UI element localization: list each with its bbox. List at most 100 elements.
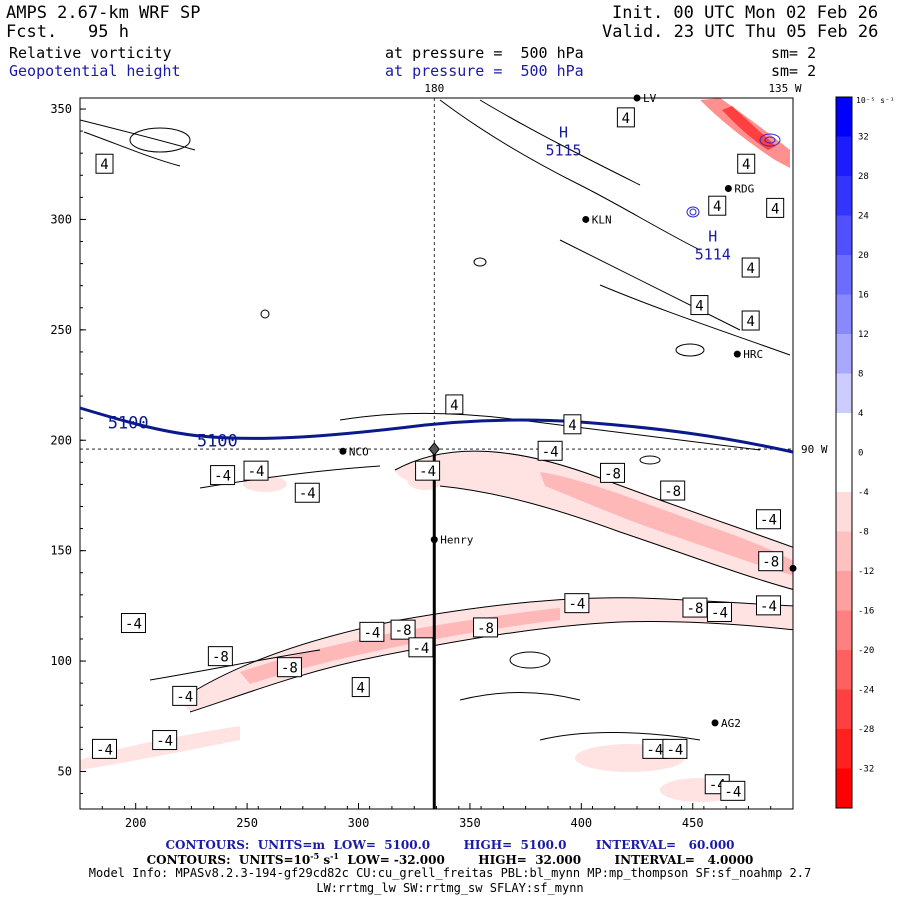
colorbar-label: 24: [858, 212, 869, 222]
grid-reference-lines: 180 135 W 90 W: [80, 82, 828, 809]
contour-line: [149, 649, 321, 681]
station-label: RDG: [734, 183, 754, 196]
station-label: NCO: [349, 445, 369, 458]
vorticity-label: 4: [357, 681, 365, 697]
shade-streak-core: [722, 106, 776, 150]
colorbar-label: -32: [858, 765, 874, 775]
vorticity-label-box: [766, 197, 785, 218]
colorbar-segment: [836, 492, 852, 532]
contour-line: [439, 485, 793, 590]
vorticity-label: -4: [299, 486, 316, 502]
colorbar-segment: [836, 373, 852, 414]
x-tick-label: 400: [570, 816, 592, 830]
height-contour-label: 5100: [108, 414, 149, 434]
colorbar-label: 8: [858, 370, 863, 380]
vorticity-label-box: [737, 153, 756, 174]
colorbar-label: -4: [858, 488, 869, 498]
contour-loop: [129, 127, 191, 153]
station-dot: [430, 536, 438, 544]
vorticity-label: 4: [742, 157, 750, 173]
station-dot: [724, 185, 732, 193]
x-tick-label: 250: [236, 816, 258, 830]
init-time: Init. 00 UTC Mon 02 Feb 26: [612, 3, 879, 23]
colorbar-label: 28: [858, 172, 869, 182]
vorticity-label-box: [473, 617, 499, 638]
height-contour: 5100 5100: [79, 406, 794, 454]
contour-loop: [509, 651, 551, 669]
vorticity-label: 4: [713, 199, 721, 215]
cross-section-marker: [428, 442, 440, 456]
y-tick-label: 300: [50, 212, 72, 226]
footer-vort-sup1: -5: [310, 851, 320, 861]
colorbar-label: 20: [858, 251, 869, 261]
colorbar-segment: [836, 452, 852, 493]
colorbar-segment: [836, 768, 852, 809]
field2-smoothing: sm= 2: [771, 62, 817, 80]
vorticity-label-box: [690, 295, 709, 316]
vorticity-label: -4: [214, 469, 231, 485]
footer-vort-sup2: -1: [330, 851, 339, 861]
vorticity-label: 4: [100, 157, 108, 173]
vorticity-label: -4: [646, 742, 663, 758]
vorticity-label: -8: [762, 555, 779, 571]
colorbar-label: -16: [858, 607, 874, 617]
vorticity-label-box: [210, 465, 236, 486]
vorticity-label-box: [359, 621, 385, 642]
high-value: 5115: [545, 142, 581, 160]
contour-line: [179, 597, 793, 701]
high-value: 5114: [695, 246, 731, 264]
contour-line: [83, 131, 181, 167]
footer-model-info: Model Info: MPASv8.2.3-194-gf29cd82c CU:…: [88, 866, 812, 880]
footer-model-info-2: LW:rrtmg_lw SW:rrtmg_sw SFLAY:sf_mynn: [316, 881, 584, 895]
contour-line: [539, 732, 701, 741]
contour-loop: [675, 343, 705, 357]
colorbar-segment: [836, 334, 852, 374]
height-contour-5100: [79, 406, 794, 454]
contour-line: [559, 239, 741, 331]
vorticity-label-box: [564, 593, 590, 614]
vorticity-label: 4: [771, 201, 779, 217]
positive-vort-loop: [686, 206, 700, 218]
field1-smoothing: sm= 2: [771, 44, 817, 62]
y-tick-label: 200: [50, 433, 72, 447]
vorticity-label: 4: [746, 261, 754, 277]
footer-vort-part-b: s: [319, 853, 331, 867]
vorticity-label-box: [682, 597, 708, 618]
colorbar-segment: [836, 176, 852, 216]
vorticity-label-box: [720, 780, 746, 801]
vorticity-label: -8: [281, 661, 298, 677]
forecast-label: Fcst.: [6, 22, 58, 42]
colorbar-segment: [836, 413, 852, 453]
vorticity-label: -8: [395, 623, 412, 639]
station-label: HRC: [743, 348, 763, 361]
vorticity-label-box: [706, 601, 732, 622]
y-tick-label: 250: [50, 323, 72, 337]
colorbar-segment: [836, 729, 852, 769]
footer-vort-part-c: LOW= -32.000 HIGH= 32.000 INTERVAL= 4.00…: [338, 853, 754, 867]
vorticity-label-box: [207, 646, 233, 667]
footer-vorticity-contours: CONTOURS: UNITS=10-5 s-1 LOW= -32.000 HI…: [0, 851, 900, 867]
station-dot: [633, 94, 641, 102]
vorticity-label-box: [755, 509, 781, 530]
station-label: LV: [643, 92, 657, 105]
vorticity-label: -8: [477, 621, 494, 637]
station-dot: [711, 719, 719, 727]
vorticity-label: 4: [746, 314, 754, 330]
vorticity-label-box: [660, 480, 686, 501]
shade-streak-northeast: [700, 98, 790, 168]
field1-name: Relative vorticity: [9, 44, 172, 62]
vorticity-label-box: [616, 107, 635, 128]
station-dot: [733, 350, 741, 358]
vorticity-label-box: [95, 153, 114, 174]
vorticity-label: -4: [760, 599, 777, 615]
positive-vorticity-contours: [686, 133, 781, 218]
colorbar-label: 0: [858, 449, 863, 459]
vorticity-label: 4: [622, 111, 630, 127]
y-tick-label: 350: [50, 102, 72, 116]
vorticity-label: 4: [695, 299, 703, 315]
vorticity-label: -8: [604, 466, 621, 482]
colorbar-segment: [836, 689, 852, 730]
colorbar: 32 28 24 20 16 12 8 4 0 -4 -8 -12 -16 -20 -24 -28 -32 10⁻…: [835, 96, 895, 809]
